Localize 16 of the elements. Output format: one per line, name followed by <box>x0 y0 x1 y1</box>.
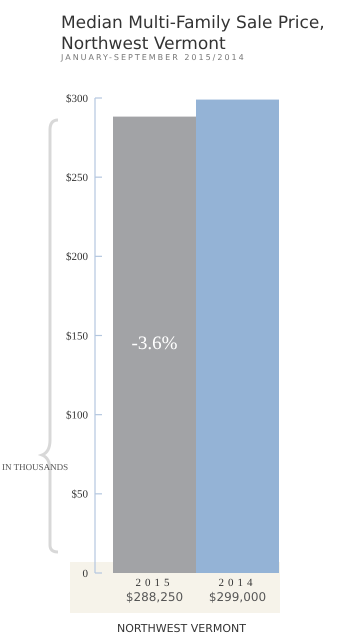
y-tick-label: $250 <box>66 172 88 184</box>
text: $288,250 <box>126 590 184 604</box>
y-tick-label: $300 <box>66 92 88 105</box>
annotation: -3.6% <box>132 333 178 354</box>
text: $299,000 <box>208 590 266 604</box>
y-tick-label: $50 <box>72 488 88 501</box>
x-axis-title: NORTHWEST VERMONT <box>117 622 246 635</box>
y-tick-label: $100 <box>66 410 88 422</box>
x-tick-label: 2015 <box>136 577 174 589</box>
y-axis-title: IN THOUSANDS <box>2 462 68 472</box>
x-tick-label: 2014 <box>218 577 256 589</box>
chart-subtitle: JANUARY-SEPTEMBER 2015/2014 <box>60 53 246 62</box>
chart-title: Median Multi-Family Sale Price, Northwest Vermont <box>61 13 325 54</box>
y-tick-label: $150 <box>66 330 88 342</box>
y-tick-label: $200 <box>66 251 88 264</box>
y-tick-label: 0 <box>82 568 88 580</box>
